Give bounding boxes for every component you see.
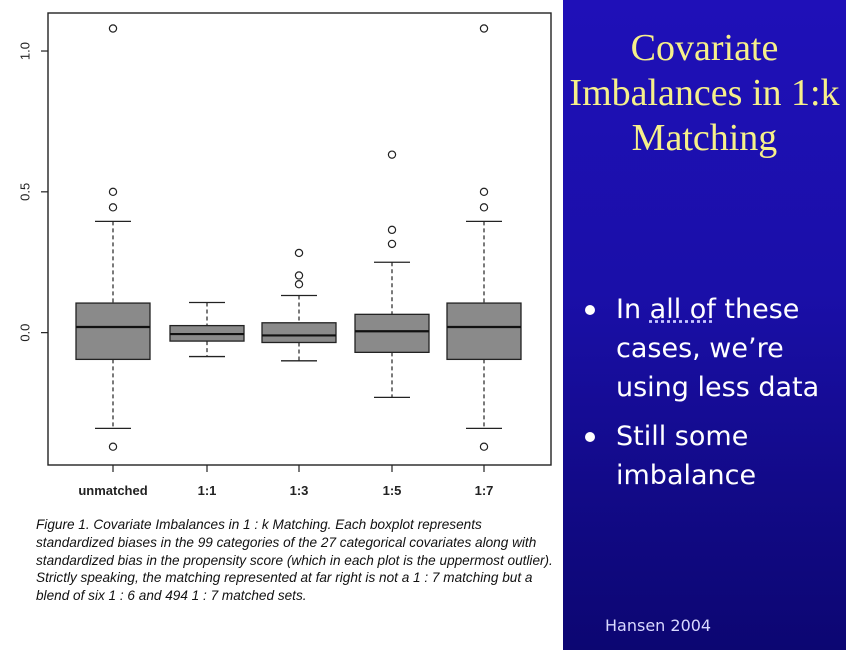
- figure-caption: Figure 1. Covariate Imbalances in 1 : k …: [36, 517, 553, 604]
- slide-title: Covariate Imbalances in 1:k Matching: [569, 27, 840, 159]
- outlier-point: [108, 203, 118, 212]
- slide-panel: Covariate Imbalances in 1:k Matching In …: [563, 0, 846, 650]
- outlier-point: [294, 280, 304, 289]
- outlier-point: [294, 271, 304, 280]
- box: [446, 302, 522, 361]
- box: [354, 313, 430, 354]
- outlier-point: [108, 187, 118, 197]
- boxplot-chart: 0.0 0.5 1.0 unmatched 1:1 1:3 1:5 1:7: [17, 12, 552, 498]
- bullet-list: In all of these cases, we’re using less …: [581, 290, 841, 505]
- outlier-point: [387, 225, 397, 235]
- y-tick-label: 0.5: [17, 183, 32, 201]
- plot-frame: [47, 12, 552, 466]
- outlier-point: [479, 24, 489, 33]
- outlier-point: [387, 150, 397, 159]
- x-tick-label: 1:7: [475, 483, 494, 498]
- outlier-point: [479, 203, 489, 212]
- outlier-point: [387, 239, 397, 249]
- outlier-point: [479, 187, 489, 197]
- y-tick-label: 1.0: [17, 42, 32, 60]
- citation-credit: Hansen 2004: [605, 616, 712, 635]
- outlier-point: [479, 442, 489, 451]
- bullet-item: Still some imbalance: [581, 417, 841, 495]
- bullet-item: In all of these cases, we’re using less …: [581, 290, 841, 407]
- x-tick-label: 1:5: [383, 483, 402, 498]
- outlier-point: [108, 442, 118, 451]
- bullet-dot-icon: [585, 432, 595, 442]
- bullet-text-prefix: In: [616, 294, 650, 325]
- bullet-dot-icon: [585, 305, 595, 315]
- outlier-point: [294, 248, 304, 258]
- figure-panel: 0.0 0.5 1.0 unmatched 1:1 1:3 1:5 1:7 Figure 1.…: [17, 12, 553, 604]
- box: [261, 322, 337, 344]
- outlier-point: [108, 24, 118, 33]
- y-tick-label: 0.0: [17, 324, 32, 342]
- box: [75, 302, 151, 361]
- x-tick-label: 1:3: [290, 483, 309, 498]
- x-tick-label: unmatched: [78, 483, 147, 498]
- bullet-text-underlined: all of: [649, 294, 716, 325]
- bullet-text-suffix: these cases, we’re using less data: [616, 294, 820, 403]
- x-tick-label: 1:1: [198, 483, 217, 498]
- bullet-text: Still some imbalance: [616, 421, 757, 491]
